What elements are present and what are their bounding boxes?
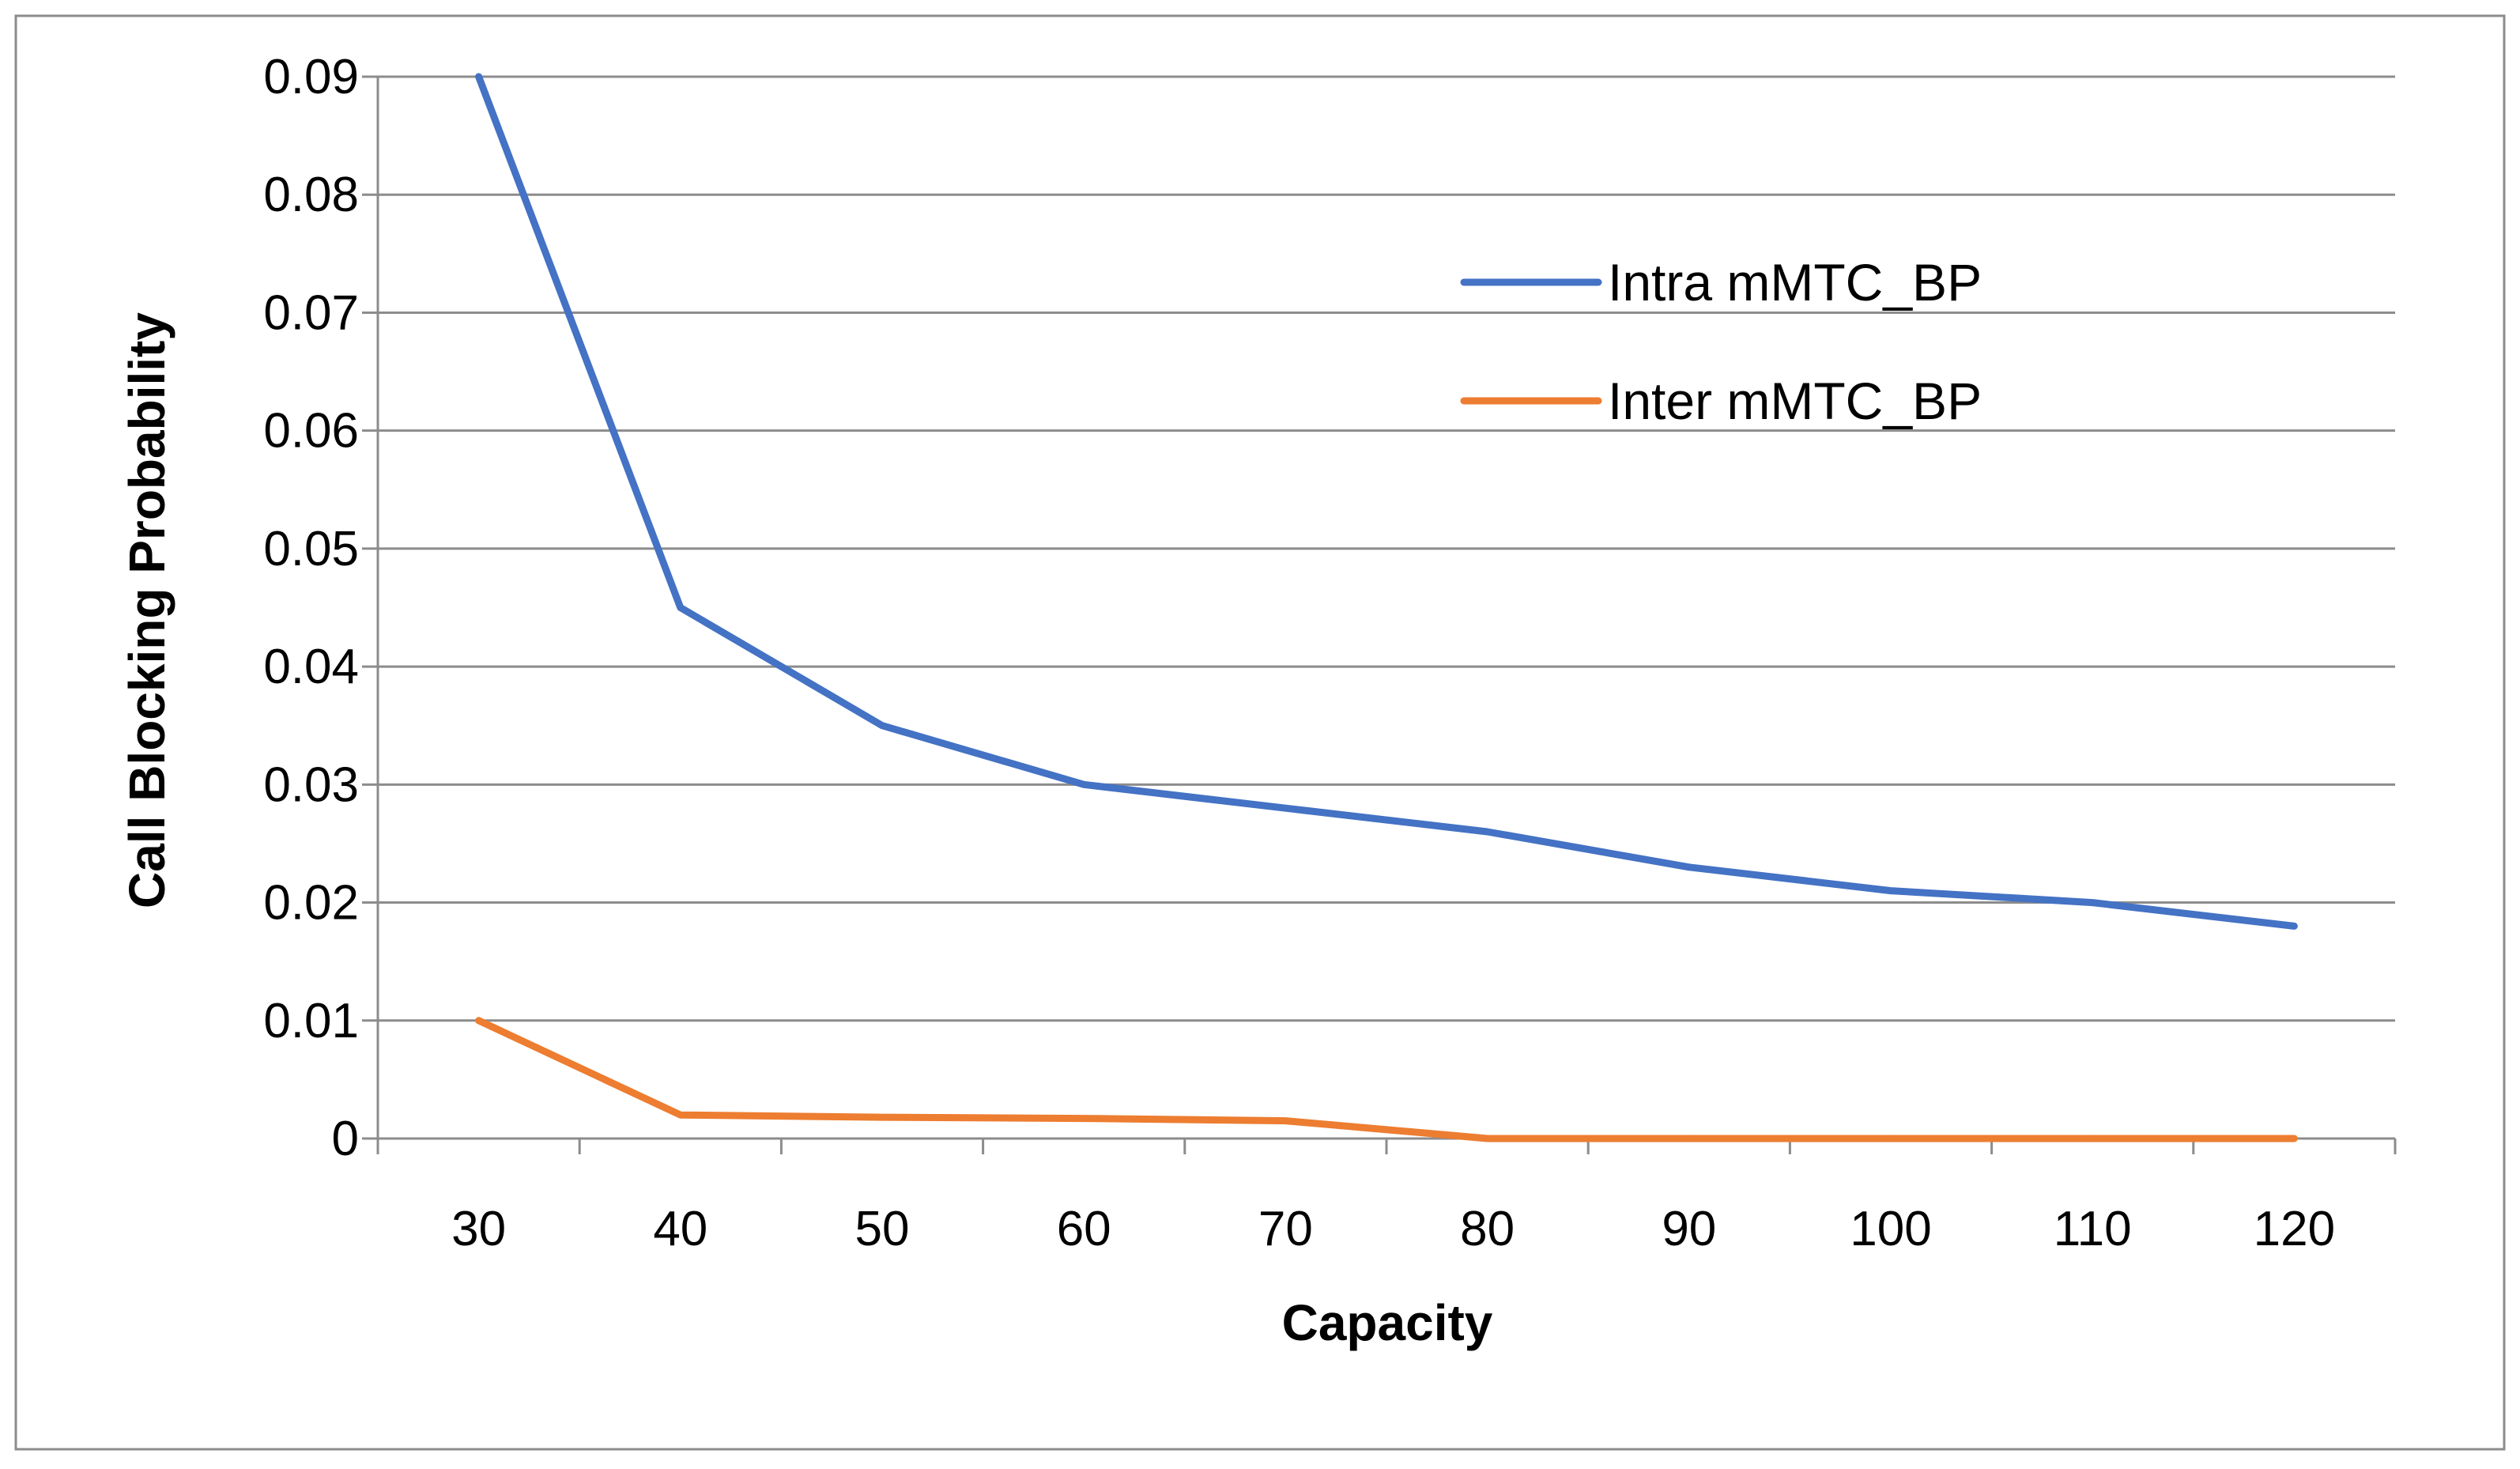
chart-frame bbox=[14, 14, 2506, 1451]
data-point bbox=[2089, 1135, 2096, 1142]
data-point bbox=[1081, 1115, 1088, 1122]
x-tick-label: 50 bbox=[855, 1202, 910, 1256]
data-point bbox=[2089, 899, 2096, 906]
data-point bbox=[1484, 829, 1491, 836]
data-point bbox=[2291, 1135, 2298, 1142]
y-tick-label: 0.09 bbox=[263, 50, 359, 104]
data-point bbox=[1685, 863, 1692, 870]
y-tick-label: 0.02 bbox=[263, 876, 359, 931]
series-lines bbox=[475, 73, 2298, 1142]
data-point bbox=[1685, 1135, 1692, 1142]
data-point bbox=[677, 604, 684, 611]
y-axis-title: Call Blocking Probability bbox=[119, 312, 175, 908]
data-point bbox=[475, 74, 482, 80]
y-tick-label: 0.04 bbox=[263, 640, 359, 694]
data-point bbox=[1888, 887, 1894, 894]
x-axis-title: Capacity bbox=[1282, 1294, 1493, 1351]
legend: Intra mMTC_BP Inter mMTC_BP bbox=[1460, 253, 1982, 430]
x-tick-label: 120 bbox=[2254, 1202, 2335, 1256]
x-tick-label: 70 bbox=[1258, 1202, 1313, 1256]
x-axis-ticks: 30 40 50 60 70 80 90 100 110 120 bbox=[376, 1139, 2397, 1256]
data-point bbox=[1081, 781, 1088, 788]
data-point bbox=[1888, 1135, 1894, 1142]
y-tick-label: 0.07 bbox=[263, 285, 359, 340]
data-point bbox=[879, 1114, 885, 1121]
legend-label-intra: Intra mMTC_BP bbox=[1608, 253, 1982, 312]
series-line-inter bbox=[475, 1017, 2298, 1142]
data-point bbox=[677, 1112, 684, 1119]
data-point bbox=[2291, 923, 2298, 930]
y-tick-label: 0.01 bbox=[263, 994, 359, 1048]
x-tick-label: 90 bbox=[1662, 1202, 1716, 1256]
y-axis-ticks: 0 0.01 0.02 0.03 0.04 0.05 0.06 0.07 0.08 0.09 bbox=[263, 50, 359, 1166]
x-tick-label: 30 bbox=[451, 1202, 506, 1256]
x-tick-label: 60 bbox=[1057, 1202, 1111, 1256]
y-tick-label: 0.08 bbox=[263, 168, 359, 222]
y-tick-label: 0.06 bbox=[263, 404, 359, 459]
data-point bbox=[1282, 805, 1289, 812]
y-tick-label: 0.05 bbox=[263, 522, 359, 576]
data-point bbox=[1484, 1135, 1491, 1142]
x-tick-label: 100 bbox=[1850, 1202, 1931, 1256]
series-line-intra bbox=[475, 73, 2298, 930]
data-point bbox=[475, 1017, 482, 1024]
data-point bbox=[1282, 1117, 1289, 1124]
x-tick-label: 40 bbox=[653, 1202, 707, 1256]
data-point bbox=[879, 722, 885, 729]
y-tick-label: 0 bbox=[332, 1112, 359, 1166]
y-tick-label: 0.03 bbox=[263, 757, 359, 812]
x-tick-label: 80 bbox=[1460, 1202, 1515, 1256]
legend-label-inter: Inter mMTC_BP bbox=[1608, 372, 1982, 430]
x-tick-label: 110 bbox=[2054, 1202, 2132, 1256]
